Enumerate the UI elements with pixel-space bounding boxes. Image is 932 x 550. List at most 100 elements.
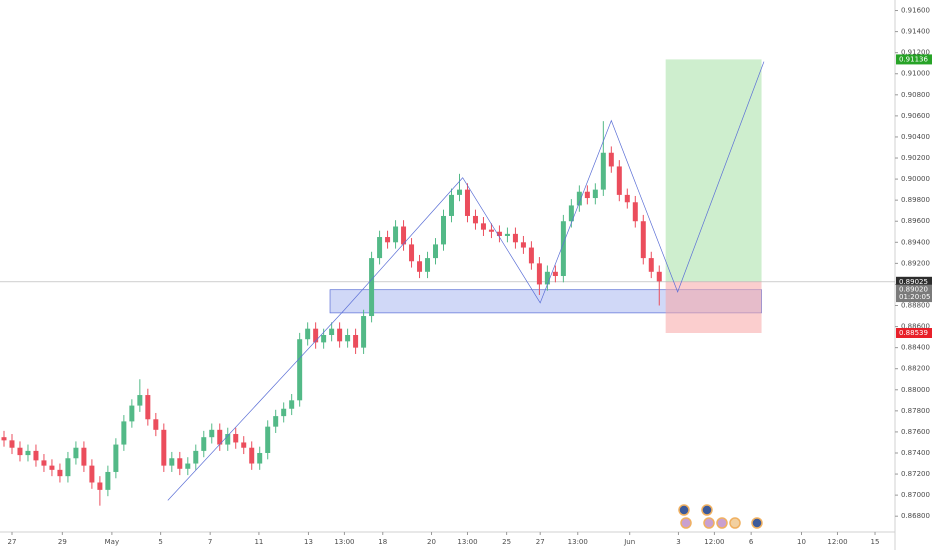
candle-body: [544, 271, 550, 285]
x-tick-label: 5: [158, 538, 162, 546]
candle-body: [305, 328, 311, 340]
x-tick-label: 13:00: [334, 538, 354, 546]
y-tick-label: 0.87200: [901, 470, 930, 478]
candle-body: [105, 471, 111, 490]
candle-body: [536, 263, 542, 285]
price-label-box: [896, 328, 932, 339]
x-tick-label: 7: [208, 538, 212, 546]
candle-body: [129, 405, 135, 422]
candle-body: [512, 233, 518, 243]
candle-body: [417, 261, 423, 272]
candle-body: [113, 444, 119, 472]
candle-body: [1, 437, 7, 441]
zone: [665, 281, 762, 334]
candle-body: [41, 460, 47, 466]
y-tick-label: 0.91200: [901, 49, 930, 57]
x-tick-label: 12:00: [827, 538, 847, 546]
candle-body: [560, 221, 566, 277]
candle-body: [249, 447, 255, 464]
candle-body: [456, 189, 462, 195]
candle-body: [496, 231, 502, 236]
candle-body: [520, 242, 526, 248]
candle-body: [65, 458, 71, 477]
candle-body: [425, 258, 431, 272]
candle-body: [648, 258, 654, 272]
candle-body: [480, 223, 486, 230]
x-tick-label: 3: [676, 538, 680, 546]
candle-body: [345, 335, 351, 342]
candle-body: [257, 452, 263, 464]
y-tick-label: 0.89800: [901, 196, 930, 204]
x-tick-label: 13:00: [457, 538, 477, 546]
candle-body: [361, 316, 367, 348]
candle-body: [57, 469, 63, 477]
candle-body: [161, 429, 167, 466]
y-tick-label: 0.87800: [901, 407, 930, 415]
candle-body: [584, 191, 590, 199]
candle-body: [217, 429, 223, 445]
candle-body: [145, 395, 151, 420]
candle-body: [393, 226, 399, 243]
price-label-box: [896, 276, 932, 287]
candle-body: [448, 194, 454, 216]
y-tick-label: 0.90200: [901, 154, 930, 162]
candle-body: [193, 450, 199, 464]
candle-body: [576, 191, 582, 206]
x-tick-label: 15: [871, 538, 880, 546]
candle-body: [49, 465, 55, 470]
price-label: 0.89025: [899, 278, 928, 286]
x-tick-label: 13: [304, 538, 313, 546]
y-tick-label: 0.91000: [901, 70, 930, 78]
y-tick-label: 0.90600: [901, 112, 930, 120]
candle-body: [592, 189, 598, 199]
candle-body: [464, 189, 470, 216]
y-tick-label: 0.91400: [901, 28, 930, 36]
y-tick-label: 0.88000: [901, 386, 930, 394]
price-label-box: [896, 284, 932, 295]
candle-body: [153, 419, 159, 430]
candle-body: [616, 166, 622, 195]
x-tick-label: 27: [8, 538, 17, 546]
x-tick-label: 6: [749, 538, 754, 546]
candle-body: [177, 458, 183, 469]
candle-body: [121, 421, 127, 445]
y-tick-label: 0.86800: [901, 512, 930, 520]
candle-body: [209, 429, 215, 438]
candle-body: [377, 237, 383, 259]
y-tick-label: 0.88400: [901, 344, 930, 352]
candle-body: [409, 244, 415, 262]
countdown-box: [896, 292, 932, 303]
y-tick-label: 0.88200: [901, 365, 930, 373]
candle-body: [385, 237, 391, 243]
y-tick-label: 0.89400: [901, 238, 930, 246]
candle-body: [600, 152, 606, 190]
candle-body: [640, 221, 646, 259]
candle-body: [273, 416, 279, 427]
candle-body: [233, 434, 239, 443]
candle-body: [656, 271, 662, 282]
candle-body: [528, 247, 534, 264]
price-label: 0.88539: [899, 329, 928, 337]
zigzag-line: [167, 61, 765, 501]
x-tick-label: 13:00: [568, 538, 588, 546]
candle-body: [441, 215, 447, 245]
candle-body: [321, 335, 327, 343]
x-tick-label: 27: [536, 538, 545, 546]
x-tick-label: May: [105, 538, 119, 546]
zone: [665, 59, 762, 282]
x-tick-label: 10: [797, 538, 806, 546]
candle-body: [33, 450, 39, 461]
y-tick-label: 0.90000: [901, 175, 930, 183]
candle-body: [73, 447, 79, 459]
candle-body: [97, 482, 103, 490]
y-tick-label: 0.88600: [901, 323, 930, 331]
candle-body: [137, 395, 143, 406]
candle-body: [353, 335, 359, 348]
x-tick-label: 25: [502, 538, 511, 546]
candle-body: [297, 339, 303, 401]
candle-body: [225, 434, 231, 445]
candle-body: [241, 442, 247, 448]
candle-body: [329, 328, 335, 336]
y-tick-label: 0.90800: [901, 91, 930, 99]
